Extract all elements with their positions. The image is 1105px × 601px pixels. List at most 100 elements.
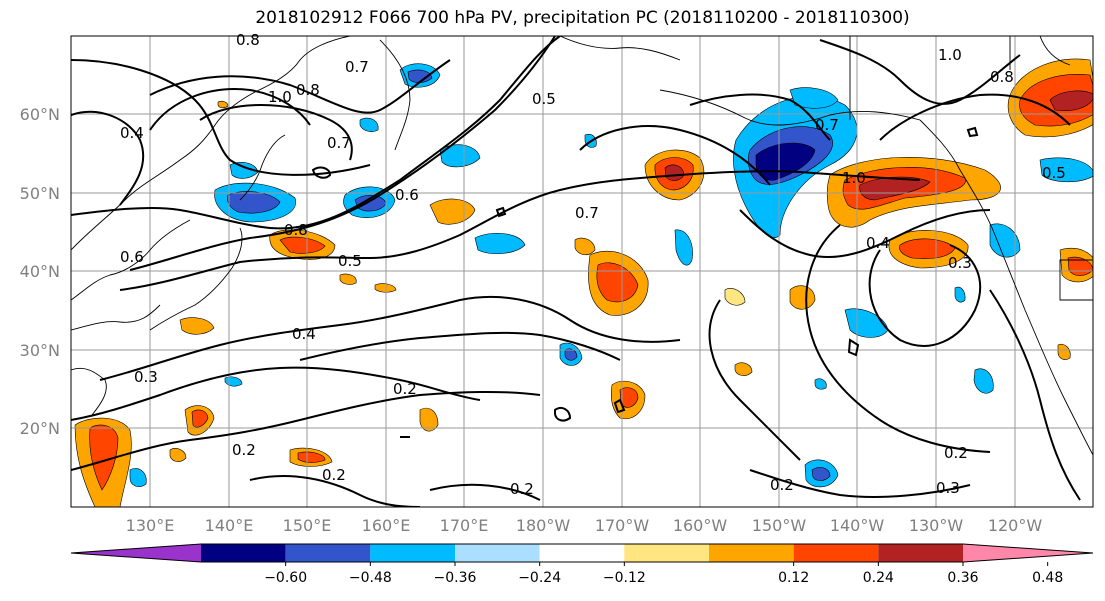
colorbar-tick-label: −0.36 xyxy=(434,570,477,586)
neg-anomaly-region xyxy=(407,69,433,83)
colorbar-swatch xyxy=(201,544,286,562)
colorbar-tick-label: −0.24 xyxy=(518,570,561,586)
neg-anomaly-region xyxy=(814,378,827,390)
pos-anomaly-region xyxy=(899,238,956,259)
lon-label: 170°W xyxy=(595,516,650,535)
contour-label: 0.2 xyxy=(944,444,968,462)
neg-anomaly-region xyxy=(1039,157,1093,183)
pv-contours xyxy=(71,36,1081,507)
contour-label: 0.2 xyxy=(393,380,417,398)
neg-anomaly-region xyxy=(359,117,379,132)
colorbar-swatch xyxy=(285,544,371,562)
contour-label: 0.6 xyxy=(120,248,144,266)
contour-label: 0.3 xyxy=(948,254,972,272)
coastlines xyxy=(71,36,1093,456)
longitude-labels: 130°E 140°E 150°E 160°E 170°E 180°W 170°… xyxy=(126,516,1043,535)
contour-label: 0.5 xyxy=(532,90,556,108)
lon-label: 150°W xyxy=(752,516,807,535)
contour-labels: 0.8 0.7 1.0 0.8 0.4 0.7 0.5 0.6 0.7 1.0 … xyxy=(120,31,1066,498)
pos-anomaly-region xyxy=(279,236,326,254)
colorbar-tick-label: 0.36 xyxy=(947,570,978,586)
contour-label: 0.4 xyxy=(292,325,316,343)
contour-label: 0.5 xyxy=(338,252,362,270)
contour-label: 0.7 xyxy=(815,116,839,134)
pos-anomaly-region xyxy=(191,409,209,428)
colorbar-tick-label: −0.60 xyxy=(264,570,307,586)
neg-anomaly-region xyxy=(674,229,693,266)
neg-anomaly-region xyxy=(564,348,578,361)
colorbar-tick-label: 0.48 xyxy=(1032,570,1063,586)
lon-label: 180°W xyxy=(516,516,571,535)
contour-label: 0.8 xyxy=(284,221,308,239)
lon-label: 130°E xyxy=(126,516,175,535)
pos-anomaly-region xyxy=(789,285,816,310)
lon-label: 170°E xyxy=(440,516,489,535)
contour-label: 0.6 xyxy=(395,186,419,204)
lon-label: 130°W xyxy=(909,516,964,535)
colorbar-swatch xyxy=(793,544,879,562)
lat-label: 60°N xyxy=(20,105,60,124)
colorbar-swatch xyxy=(370,544,455,562)
lat-label: 40°N xyxy=(20,262,60,281)
colorbar-tick-label: 0.12 xyxy=(778,570,809,586)
pos-anomaly-region xyxy=(1049,90,1093,111)
contour-label: 0.3 xyxy=(936,479,960,497)
pos-anomaly-region xyxy=(574,237,596,256)
pos-anomaly-region xyxy=(1057,343,1071,360)
contour-label: 0.8 xyxy=(296,81,320,99)
lat-label: 50°N xyxy=(20,184,60,203)
neg-anomaly-region xyxy=(439,144,481,168)
colorbar-outline xyxy=(70,543,1094,563)
contour-label: 0.2 xyxy=(232,441,256,459)
lon-label: 140°W xyxy=(830,516,885,535)
closed-contours xyxy=(311,126,979,438)
colorbar-tick-label: −0.48 xyxy=(349,570,392,586)
plot-frame xyxy=(70,35,1094,508)
contour-label: 0.2 xyxy=(322,466,346,484)
graticule xyxy=(71,36,1093,507)
neg-anomaly-region xyxy=(474,232,526,254)
neg-anomaly-region xyxy=(973,368,994,394)
colorbar-extend-min xyxy=(71,544,201,562)
pos-anomaly-region xyxy=(297,451,326,463)
lon-label: 160°W xyxy=(673,516,728,535)
colorbar-swatch xyxy=(624,544,709,562)
lat-label: 20°N xyxy=(20,419,60,438)
neg-anomaly-region xyxy=(789,87,839,109)
colorbar-extend-max xyxy=(963,544,1093,562)
contour-label: 0.5 xyxy=(1042,164,1066,182)
contour-label: 0.4 xyxy=(120,124,144,142)
contour-label: 1.0 xyxy=(938,46,962,64)
pos-anomaly-region xyxy=(724,288,746,306)
contour-label: 0.7 xyxy=(327,134,351,152)
neg-anomaly-region xyxy=(989,223,1021,258)
colorbar-tick-label: 0.24 xyxy=(863,570,894,586)
colorbar-swatch xyxy=(539,544,625,562)
pos-anomaly-region xyxy=(596,262,639,303)
lon-label: 120°W xyxy=(988,516,1043,535)
contour-label: 0.7 xyxy=(575,204,599,222)
pos-anomaly-region xyxy=(734,362,753,376)
pos-anomaly-region xyxy=(179,317,215,335)
contour-label: 1.0 xyxy=(842,169,866,187)
contour-label: 0.3 xyxy=(134,368,158,386)
neg-anomaly-region xyxy=(811,467,831,481)
contour-label: 0.4 xyxy=(866,234,890,252)
lon-label: 140°E xyxy=(205,516,254,535)
pos-anomaly-region xyxy=(89,424,119,491)
pos-anomaly-region xyxy=(169,448,187,462)
pos-anomaly-region xyxy=(217,100,229,109)
neg-anomaly-region xyxy=(954,286,966,303)
contour-label: 0.8 xyxy=(236,31,260,49)
contour-label: 1.0 xyxy=(268,88,292,106)
pos-anomaly-region xyxy=(859,176,931,201)
lon-label: 150°E xyxy=(283,516,332,535)
colorbar-swatch xyxy=(709,544,794,562)
colorbar: −0.60 −0.48 −0.36 −0.24 −0.12 0.12 0.24 0.36 0.4… xyxy=(70,543,1094,586)
contour-label: 0.7 xyxy=(345,58,369,76)
pos-anomaly-region xyxy=(619,387,639,408)
pos-anomaly-region xyxy=(419,407,439,432)
pos-anomaly-region xyxy=(339,273,357,285)
neg-anomaly-region xyxy=(129,468,147,487)
